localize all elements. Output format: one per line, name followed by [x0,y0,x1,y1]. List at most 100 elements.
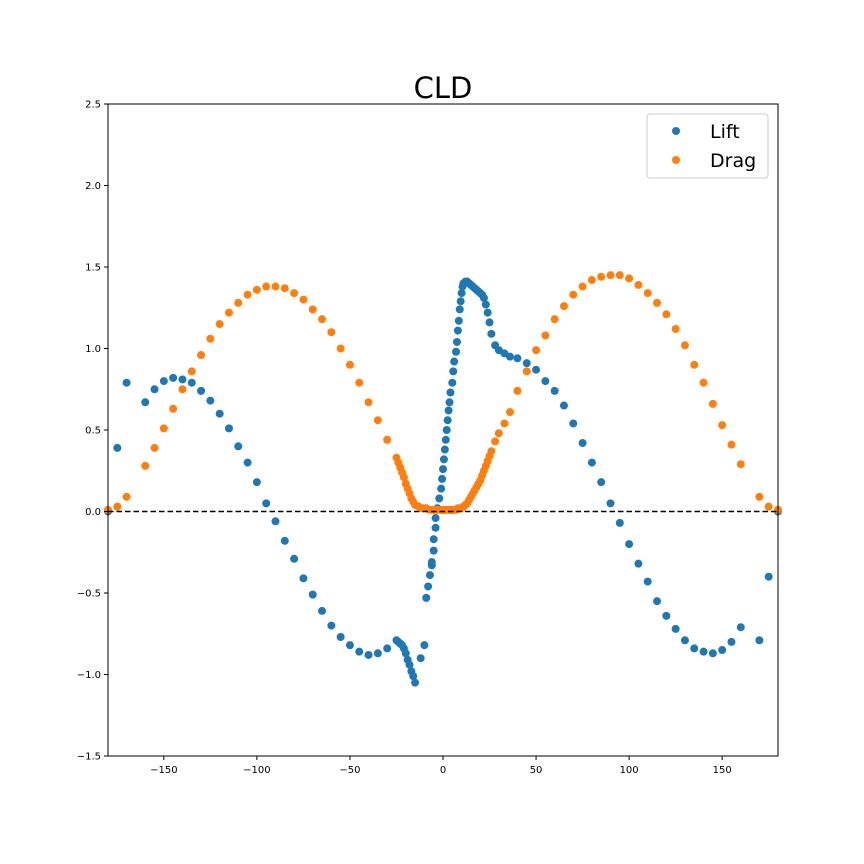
drag-point [364,398,373,407]
y-tick-label: 1.5 [85,263,101,274]
lift-point [450,357,459,366]
lift-point [141,398,150,407]
lift-point [456,297,465,306]
lift-point [215,409,224,418]
lift-point [197,386,206,395]
drag-point [597,272,606,281]
lift-point [438,474,447,483]
lift-point [437,484,446,493]
series-lift [104,277,782,687]
lift-point [452,347,461,356]
lift-point [422,593,431,602]
drag-point [224,308,233,317]
drag-point [243,290,252,299]
drag-point [494,429,503,438]
lift-point [755,636,764,645]
series-layer [104,271,782,687]
legend-marker-drag [672,156,680,164]
lift-point [113,443,122,452]
y-tick-label: 2.5 [85,100,101,111]
y-tick-label: 2.0 [85,181,101,192]
lift-point [485,318,494,327]
lift-point [578,439,587,448]
y-axis: −1.5 −1.0 −0.5 0.0 0.5 1.0 1.5 2.0 2.5 [77,100,108,763]
lift-point [405,660,414,669]
lift-point [541,377,550,386]
lift-point [587,458,596,467]
drag-point [234,298,243,307]
lift-point [318,606,327,615]
drag-point [506,408,514,417]
drag-point [606,271,615,280]
drag-point [587,276,596,285]
lift-point [252,478,261,487]
drag-point [206,334,215,343]
lift-point [420,641,429,650]
legend-label-drag: Drag [710,150,756,172]
x-tick-label: −50 [339,765,360,776]
drag-point [653,298,662,307]
drag-point [280,284,289,293]
lift-point [431,514,440,523]
lift-point [327,621,336,630]
drag-point [141,461,150,470]
lift-point [455,305,464,314]
lift-point [448,378,457,387]
drag-point [345,360,354,369]
lift-point [280,536,289,545]
drag-point [541,331,550,340]
x-tick-label: 150 [713,765,732,776]
lift-point [615,518,624,527]
lift-point [597,478,606,487]
lift-point [206,396,215,405]
lift-point [727,637,736,646]
lift-point [506,352,514,361]
drag-point [680,341,689,350]
lift-point [299,574,308,583]
lift-point [513,354,522,363]
lift-point [308,590,317,599]
drag-point [122,492,131,501]
drag-point [491,437,500,446]
drag-point [522,367,531,376]
lift-point [634,559,643,568]
drag-point [187,367,196,376]
drag-point [699,378,708,387]
lift-point [569,419,578,428]
drag-point [355,378,364,387]
drag-point [708,399,717,408]
lift-point [483,308,492,317]
x-tick-label: 0 [440,765,446,776]
drag-point [643,289,652,298]
lift-point [550,386,559,395]
lift-point [481,300,490,309]
drag-point [336,344,345,353]
lift-point [708,649,717,658]
lift-point [446,388,455,397]
lift-point [625,540,634,549]
lift-point [159,377,168,386]
drag-point [159,424,168,433]
lift-point [427,558,436,567]
lift-point [355,647,364,656]
lift-point [764,572,773,581]
drag-point [150,443,159,452]
y-tick-label: −0.5 [77,589,101,600]
lift-point [373,649,382,658]
lift-point [736,623,745,632]
lift-point [680,636,689,645]
lift-point [416,654,425,663]
drag-point [662,310,671,319]
drag-point [690,360,699,369]
y-tick-label: 0.5 [85,426,101,437]
legend-label-lift: Lift [710,121,740,143]
drag-point [755,492,764,501]
drag-point [327,328,336,337]
lift-point [457,289,466,298]
lift-point [169,373,178,382]
drag-point [383,435,392,444]
drag-point [615,271,624,280]
drag-point [169,404,178,413]
lift-point [699,647,708,656]
lift-point [445,398,454,407]
